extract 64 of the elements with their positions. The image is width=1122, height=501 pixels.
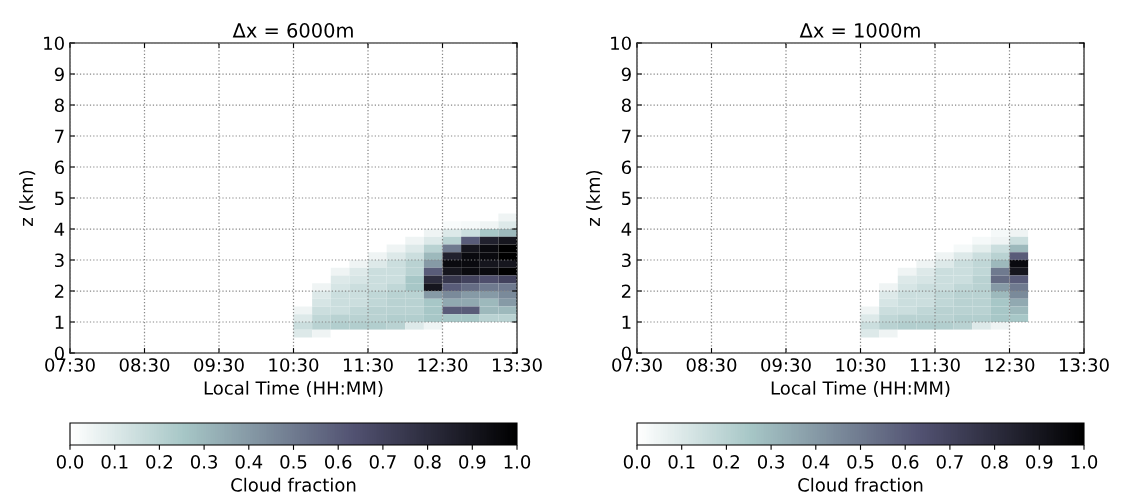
color-bar-label: 0.5 <box>280 455 307 469</box>
color-bar-label: 0.9 <box>1026 455 1053 469</box>
color-bar-label: 0.7 <box>936 455 963 469</box>
color-bar-label: 0.9 <box>459 455 486 469</box>
y-axis-title: z (km) <box>19 170 36 226</box>
x-tick-label: 13:30 <box>492 358 542 372</box>
color-bar-label: 0.1 <box>668 455 695 469</box>
x-tick-label: 11:30 <box>910 358 960 372</box>
color-bar-title: Cloud fraction <box>231 477 356 492</box>
color-bar-label: 1.0 <box>1071 455 1098 469</box>
y-tick-label: 6 <box>621 160 631 175</box>
y-tick-label: 10 <box>611 36 631 51</box>
y-tick-label: 3 <box>55 253 64 268</box>
color-bar-label: 0.7 <box>369 455 396 469</box>
x-axis-title: Local Time (HH:MM) <box>771 380 950 397</box>
color-bar-title: Cloud fraction <box>798 477 923 492</box>
x-tick-label: 09:30 <box>194 358 244 372</box>
color-bar-label: 0.2 <box>713 455 739 469</box>
y-tick-label: 4 <box>54 222 65 236</box>
y-tick-label: 10 <box>44 36 64 51</box>
color-bar-label: 0.2 <box>146 455 172 469</box>
x-tick-label: 07:30 <box>612 358 662 372</box>
y-tick-label: 8 <box>621 98 631 113</box>
x-tick-label: 08:30 <box>686 358 737 372</box>
y-tick-label: 4 <box>621 222 632 236</box>
color-bar-label: 0.1 <box>101 455 128 469</box>
y-tick-label: 2 <box>54 284 64 298</box>
x-tick-label: 07:30 <box>45 358 95 372</box>
color-bar-label: 0.8 <box>981 455 1008 469</box>
color-bar-label: 0.3 <box>757 455 785 469</box>
x-tick-label: 10:30 <box>269 358 319 372</box>
x-tick-label: 13:30 <box>1059 358 1109 372</box>
y-tick-label: 7 <box>55 129 64 143</box>
y-axis-title: z (km) <box>586 170 603 226</box>
y-tick-label: 9 <box>54 67 64 82</box>
y-tick-label: 5 <box>55 191 64 206</box>
y-tick-label: 1 <box>55 315 64 329</box>
color-bar-label: 0.0 <box>623 455 651 469</box>
color-bar-label: 0.0 <box>56 455 84 469</box>
chart-title: Δx = 6000m <box>232 23 353 38</box>
y-tick-label: 9 <box>621 67 631 82</box>
y-tick-label: 3 <box>622 253 631 268</box>
x-tick-label: 11:30 <box>343 358 393 372</box>
y-tick-label: 5 <box>622 191 631 206</box>
color-bar-label: 0.4 <box>235 455 263 469</box>
x-tick-label: 08:30 <box>119 358 170 372</box>
y-tick-label: 8 <box>54 98 64 113</box>
y-tick-label: 1 <box>622 315 631 329</box>
x-tick-label: 12:30 <box>418 358 468 372</box>
x-tick-label: 12:30 <box>985 358 1035 372</box>
chart-title: Δx = 1000m <box>799 23 920 38</box>
color-bar-label: 1.0 <box>504 455 531 469</box>
x-axis-title: Local Time (HH:MM) <box>204 380 383 397</box>
color-bar-label: 0.6 <box>325 455 352 469</box>
color-bar-label: 0.8 <box>414 455 441 469</box>
color-bar-label: 0.3 <box>190 455 218 469</box>
y-tick-label: 6 <box>54 160 64 175</box>
color-bar-label: 0.6 <box>892 455 919 469</box>
x-tick-label: 09:30 <box>761 358 811 372</box>
color-bar-label: 0.5 <box>847 455 874 469</box>
y-tick-label: 2 <box>621 284 631 298</box>
color-bar-label: 0.4 <box>802 455 830 469</box>
x-tick-label: 10:30 <box>836 358 886 372</box>
y-tick-label: 7 <box>622 129 631 143</box>
